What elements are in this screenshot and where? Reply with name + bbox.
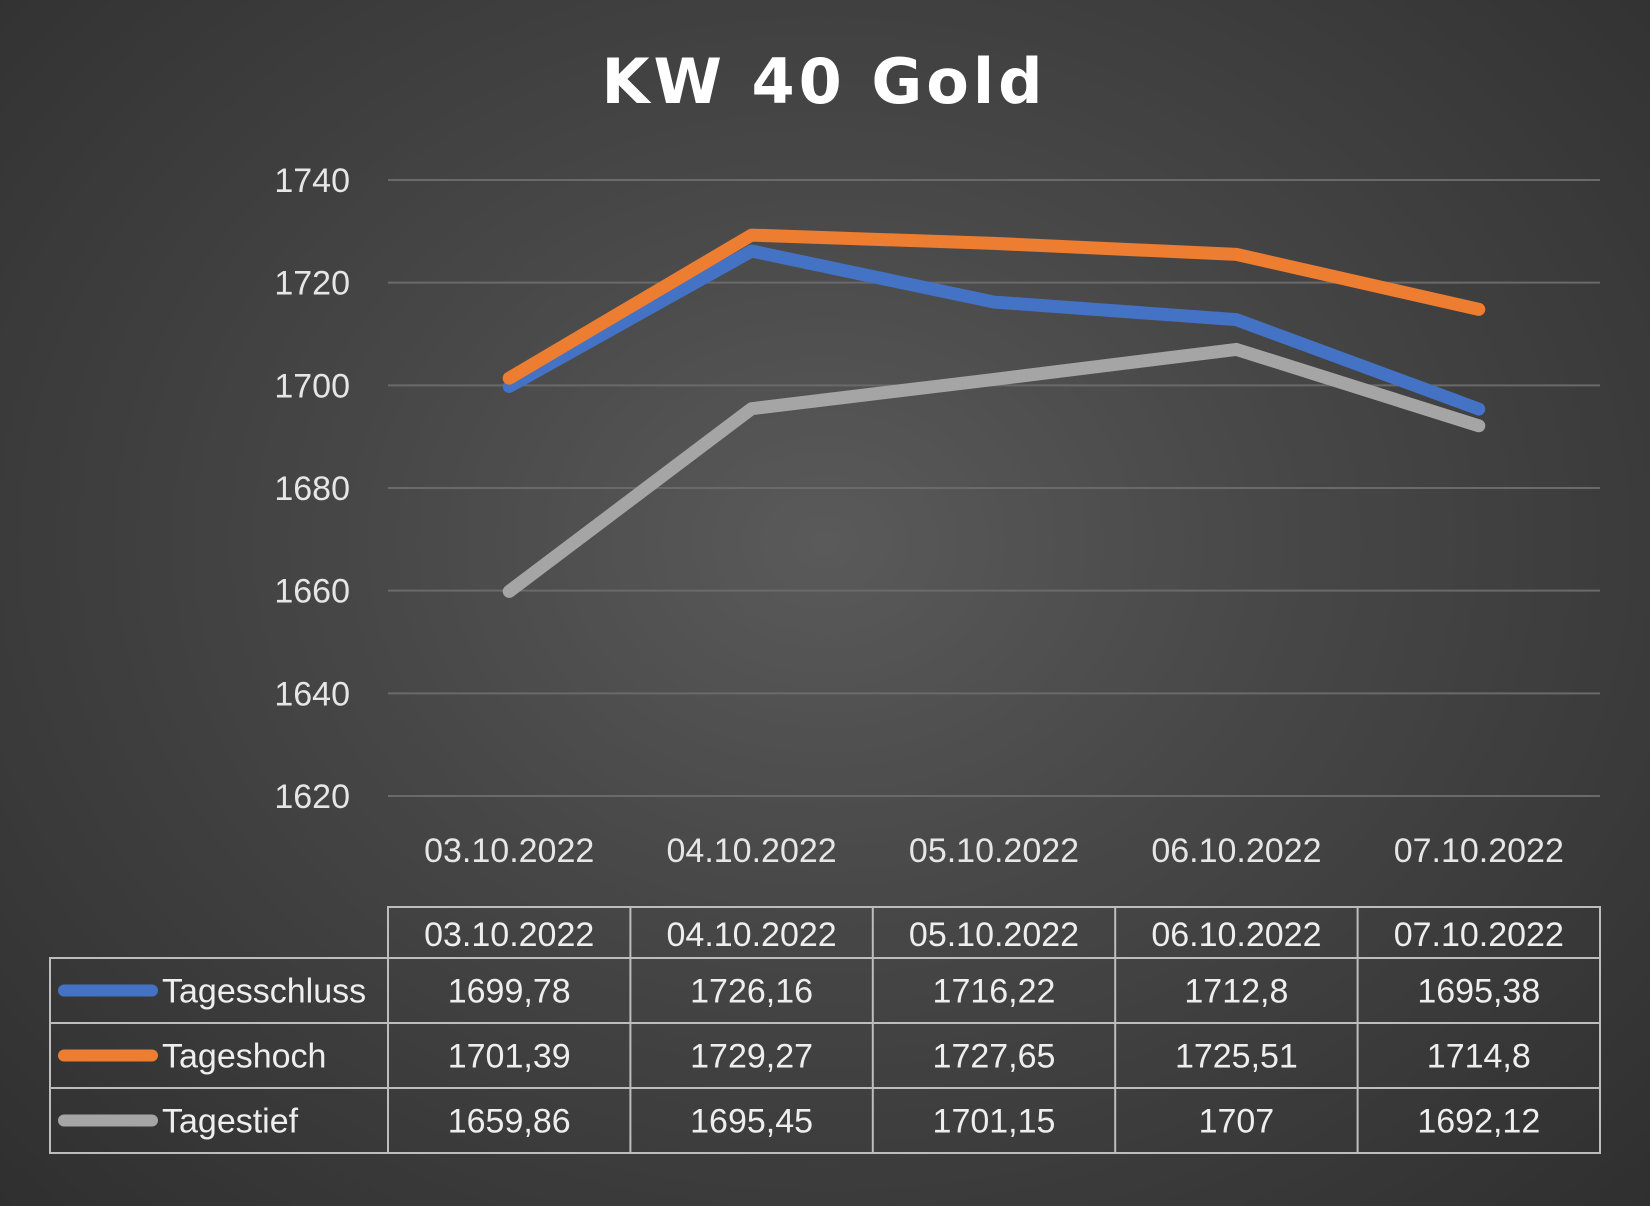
table-body-border [49, 957, 1601, 1154]
table-value-cell: 1726,16 [690, 973, 813, 1011]
data-point [1476, 407, 1481, 412]
y-tick-label: 1660 [274, 573, 350, 611]
x-tick-label: 05.10.2022 [909, 832, 1079, 870]
table-header-cell: 05.10.2022 [909, 916, 1079, 954]
chart-title: KW 40 Gold [602, 45, 1047, 118]
data-point [992, 241, 996, 246]
y-tick-label: 1640 [274, 675, 350, 713]
table-value-cell: 1725,51 [1175, 1038, 1298, 1076]
table-value-cell: 1699,78 [448, 973, 571, 1011]
x-tick-label: 07.10.2022 [1394, 832, 1564, 870]
data-point [507, 376, 512, 381]
data-point [992, 377, 996, 382]
table-value-cell: 1695,38 [1417, 973, 1540, 1011]
y-tick-label: 1720 [274, 265, 350, 303]
data-point [1234, 252, 1239, 257]
y-tick-label: 1700 [274, 367, 350, 405]
y-tick-label: 1620 [274, 778, 350, 816]
data-point [749, 233, 754, 238]
data-point [749, 406, 754, 411]
table-value-cell: 1727,65 [933, 1038, 1056, 1076]
table-value-cell: 1729,27 [690, 1038, 813, 1076]
data-point [507, 589, 512, 594]
legend-label: Tagesschluss [162, 973, 366, 1011]
y-axis-ticks: 1740 1720 1700 1680 1660 1640 1620 [274, 162, 350, 816]
table-header-cell: 06.10.2022 [1151, 916, 1321, 954]
table-header-cell: 04.10.2022 [667, 916, 837, 954]
table-value-cell: 1712,8 [1184, 973, 1288, 1011]
table-value-cell: 1692,12 [1417, 1103, 1540, 1141]
table-value-cell: 1716,22 [933, 973, 1056, 1011]
data-table: 03.10.2022 04.10.2022 05.10.2022 06.10.2022… [49, 906, 1601, 1154]
table-value-cell: 1695,45 [690, 1103, 813, 1141]
table-header-cell: 03.10.2022 [424, 916, 594, 954]
table-value-cell: 1701,39 [448, 1038, 571, 1076]
data-point [1234, 317, 1239, 322]
legend-label: Tageshoch [162, 1038, 326, 1076]
x-tick-label: 04.10.2022 [667, 832, 837, 870]
table-header-cell: 07.10.2022 [1394, 916, 1564, 954]
data-point [507, 384, 512, 389]
table-value-cell: 1707 [1199, 1103, 1275, 1141]
series-lines [502, 228, 1486, 598]
gridlines [388, 179, 1600, 797]
x-axis-ticks: 03.10.2022 04.10.2022 05.10.2022 06.10.2022… [424, 832, 1564, 870]
table-value-cell: 1659,86 [448, 1103, 571, 1141]
data-point [1234, 347, 1239, 352]
data-point [1476, 423, 1481, 428]
data-point [749, 249, 754, 254]
table-value-cell: 1714,8 [1427, 1038, 1531, 1076]
x-tick-label: 03.10.2022 [424, 832, 594, 870]
y-tick-label: 1740 [274, 162, 350, 200]
y-tick-label: 1680 [274, 470, 350, 508]
table-value-cell: 1701,15 [933, 1103, 1056, 1141]
legend-label: Tagestief [162, 1103, 299, 1141]
data-point [992, 300, 996, 305]
x-tick-label: 06.10.2022 [1151, 832, 1321, 870]
data-point [1476, 307, 1481, 312]
